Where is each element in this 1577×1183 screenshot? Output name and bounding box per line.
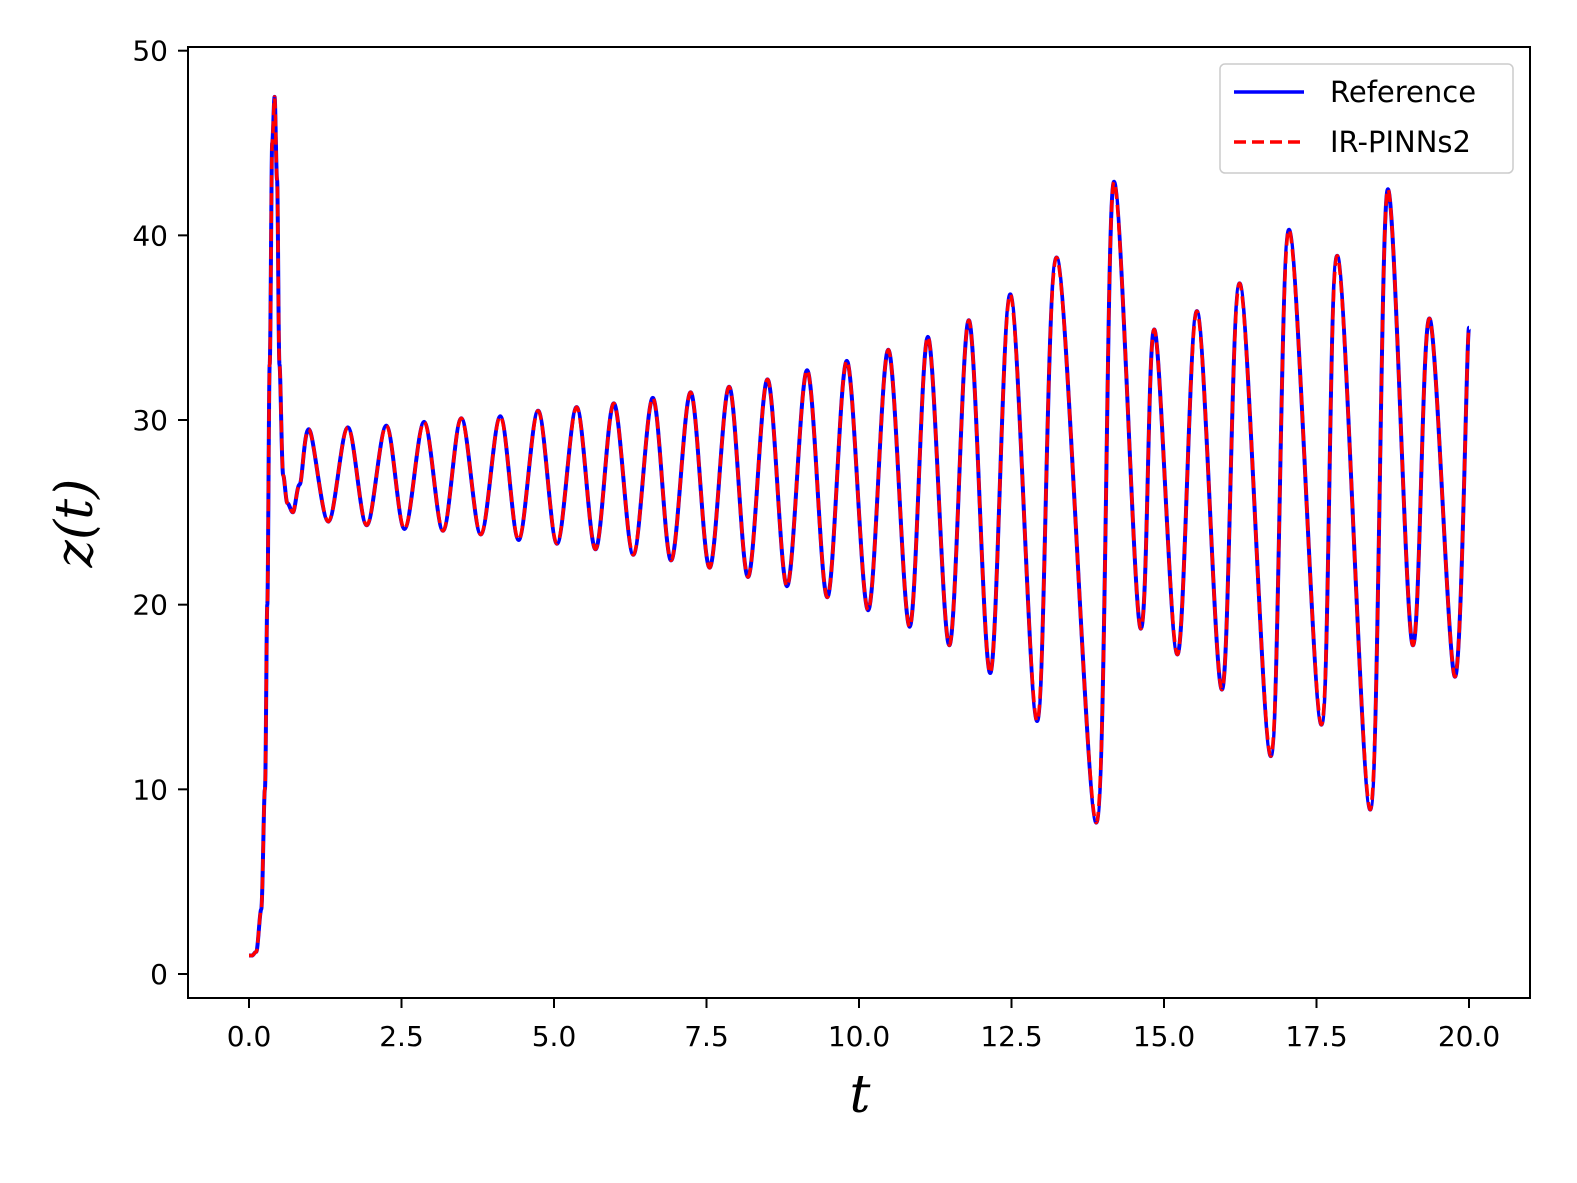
x-tick-label: 12.5 [980, 1020, 1042, 1053]
y-tick-label: 50 [132, 35, 168, 68]
legend: Reference IR-PINNs2 [1219, 63, 1514, 174]
x-tick-label: 7.5 [684, 1020, 729, 1053]
x-tick-label: 5.0 [532, 1020, 577, 1053]
y-axis-title: z(t) [45, 479, 105, 569]
plot-lines [248, 94, 1471, 958]
x-tick-label: 10.0 [828, 1020, 890, 1053]
y-tick-label: 0 [150, 958, 168, 991]
y-axis-ticks: 0 10 20 30 40 50 [132, 35, 188, 991]
x-tick-label: 2.5 [379, 1020, 424, 1053]
legend-label-reference: Reference [1330, 75, 1476, 109]
y-tick-label: 30 [132, 404, 168, 437]
series-line-ir-pinns2 [248, 95, 1471, 958]
x-tick-label: 0.0 [227, 1020, 272, 1053]
x-axis-title: t [850, 1065, 871, 1125]
y-tick-label: 40 [132, 219, 168, 252]
legend-label-ir-pinns2: IR-PINNs2 [1330, 125, 1471, 159]
x-tick-label: 15.0 [1133, 1020, 1195, 1053]
x-tick-label: 17.5 [1285, 1020, 1347, 1053]
y-tick-label: 20 [132, 589, 168, 622]
x-tick-label: 20.0 [1438, 1020, 1500, 1053]
y-tick-label: 10 [132, 773, 168, 806]
x-axis-ticks: 0.0 2.5 5.0 7.5 10.0 12.5 15.0 17.5 20.0 [227, 998, 1500, 1053]
